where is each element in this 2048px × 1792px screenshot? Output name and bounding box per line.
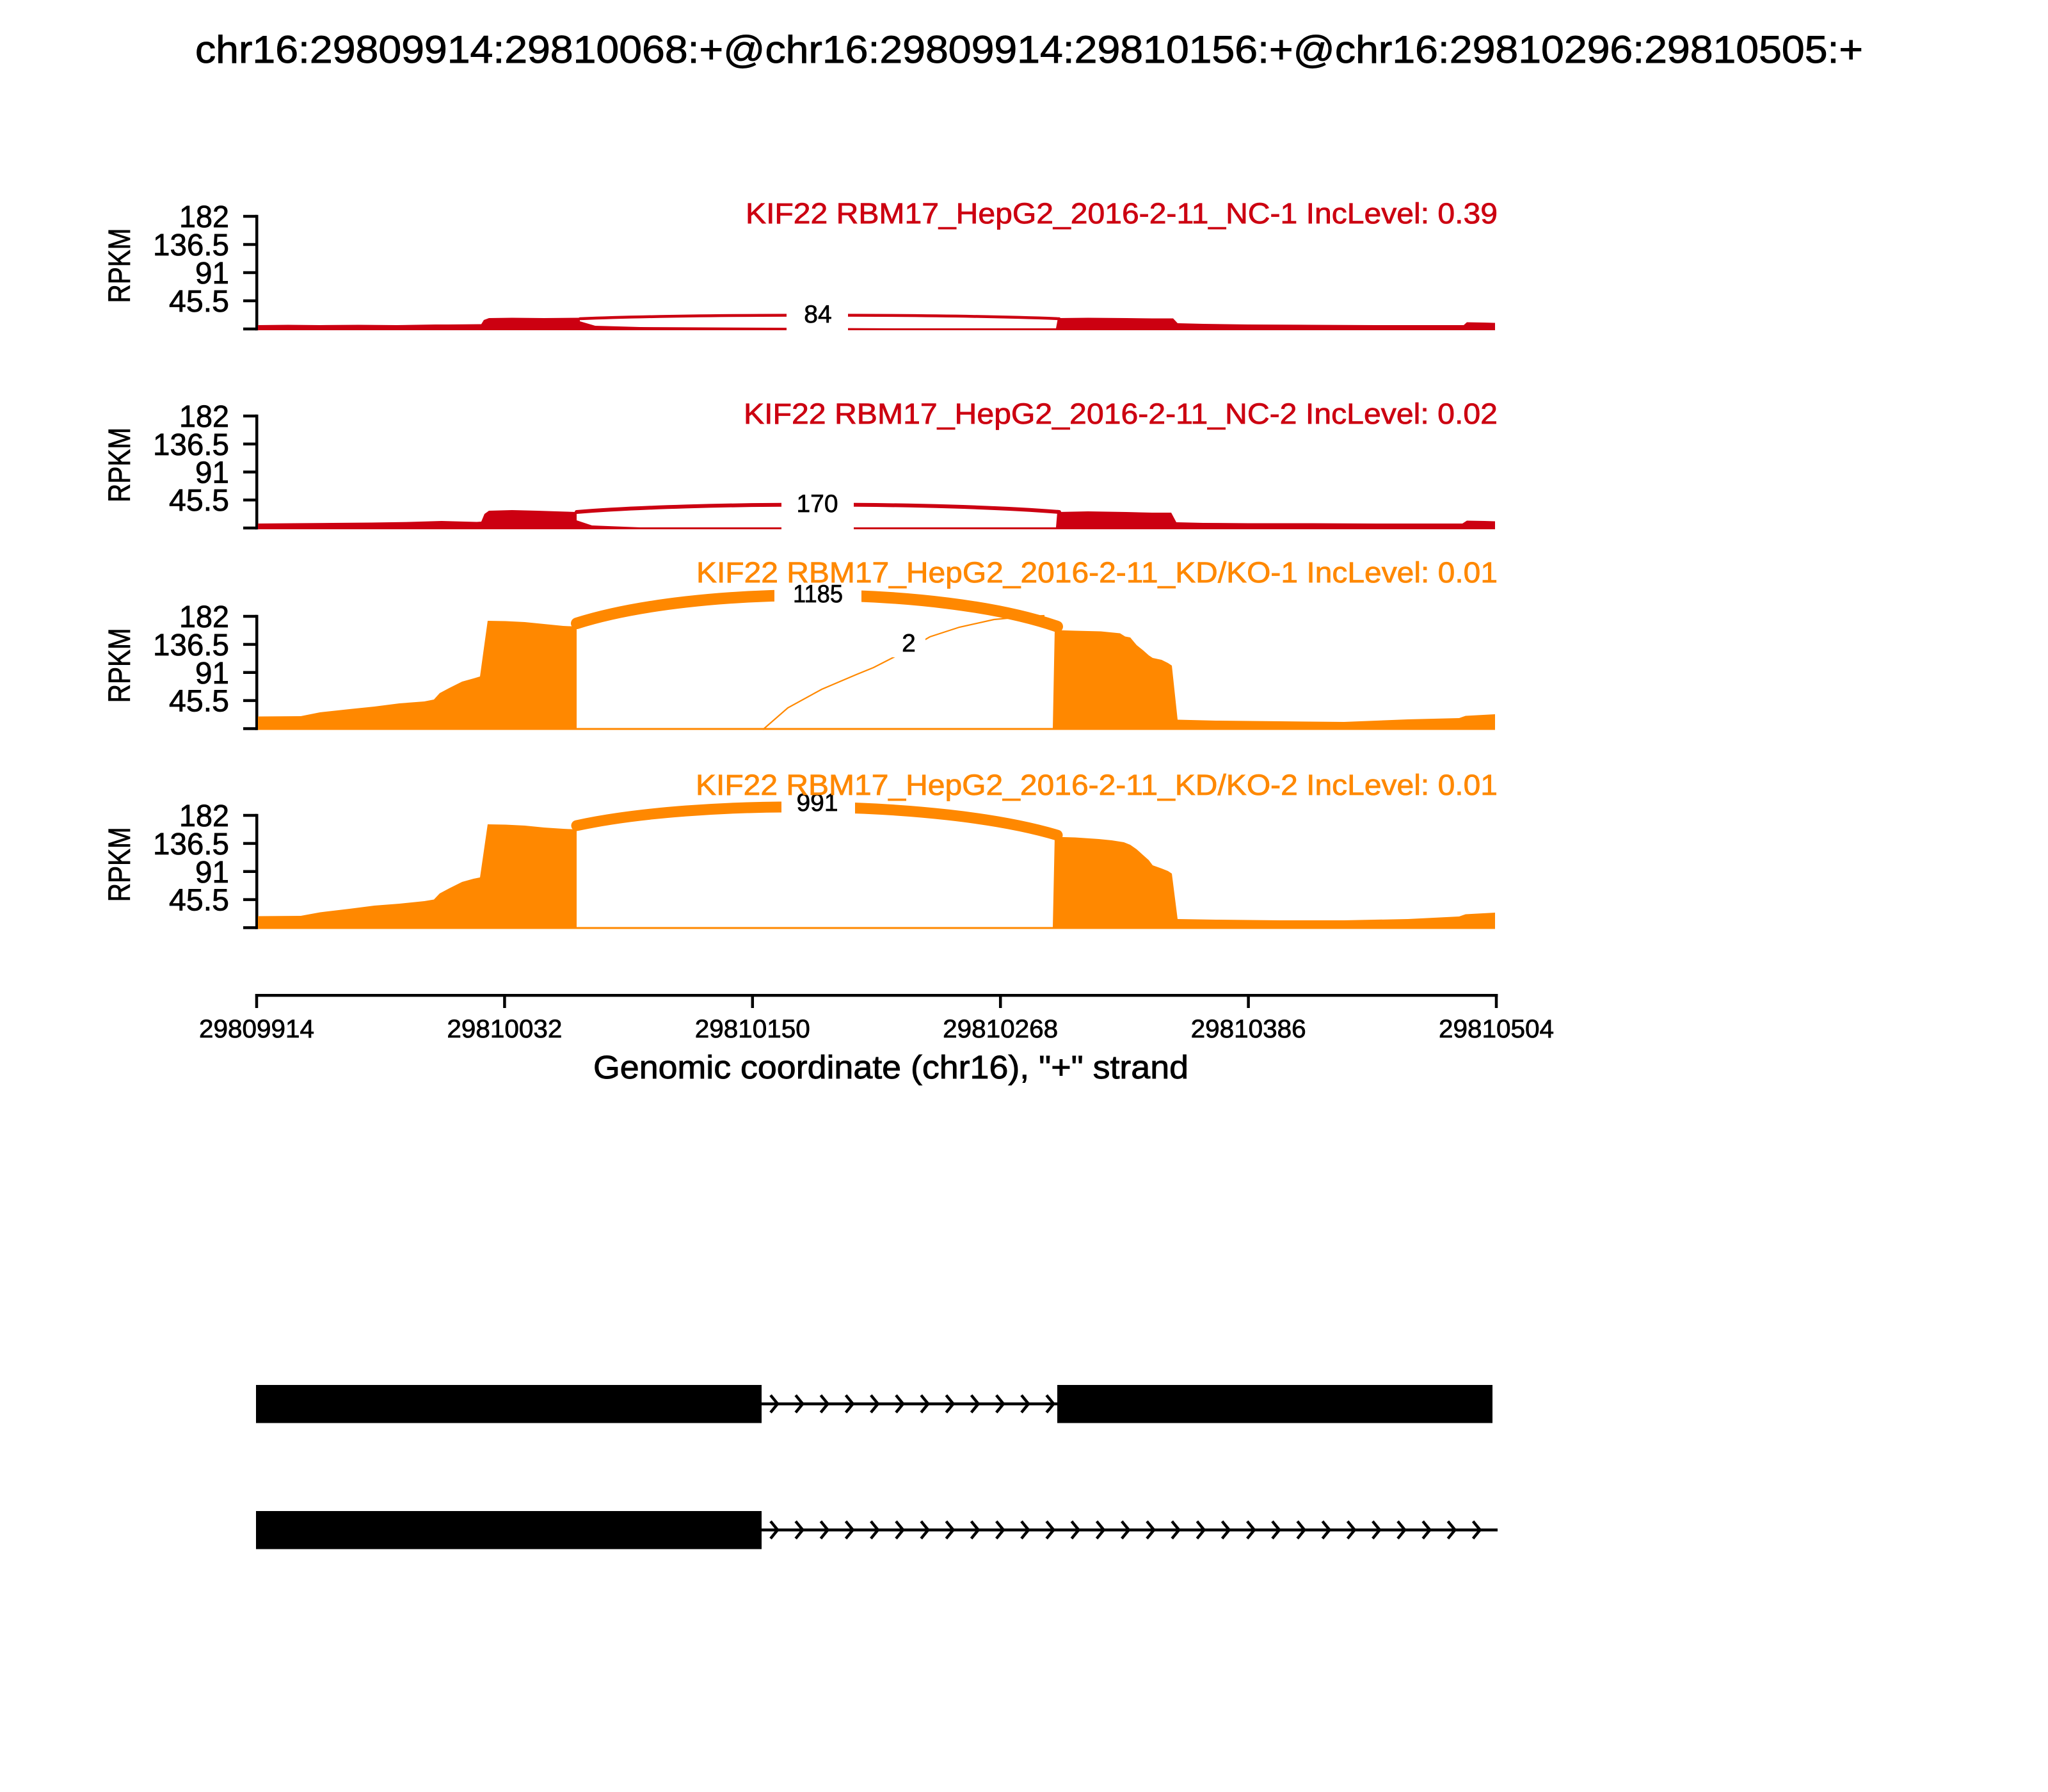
svg-text:136.5: 136.5 (153, 228, 229, 262)
svg-text:RPKM: RPKM (103, 628, 137, 703)
svg-text:991: 991 (796, 789, 838, 817)
svg-text:91: 91 (195, 856, 229, 890)
svg-text:29810504: 29810504 (1439, 1015, 1554, 1043)
svg-text:KIF22 RBM17_HepG2_2016-2-11_NC: KIF22 RBM17_HepG2_2016-2-11_NC-1 IncLeve… (746, 197, 1498, 230)
svg-text:45.5: 45.5 (169, 685, 229, 719)
svg-text:182: 182 (179, 799, 229, 833)
svg-text:91: 91 (195, 456, 229, 490)
svg-text:29810150: 29810150 (695, 1015, 810, 1043)
svg-text:136.5: 136.5 (153, 828, 229, 861)
svg-text:RPKM: RPKM (103, 228, 137, 303)
svg-text:45.5: 45.5 (169, 484, 229, 518)
svg-text:29810268: 29810268 (943, 1015, 1058, 1043)
svg-text:29810386: 29810386 (1191, 1015, 1306, 1043)
svg-text:KIF22 RBM17_HepG2_2016-2-11_NC: KIF22 RBM17_HepG2_2016-2-11_NC-2 IncLeve… (744, 397, 1498, 430)
svg-text:29810032: 29810032 (447, 1015, 562, 1043)
svg-text:2: 2 (902, 630, 916, 657)
svg-text:182: 182 (179, 600, 229, 634)
svg-text:Genomic coordinate (chr16), "+: Genomic coordinate (chr16), "+" strand (593, 1049, 1188, 1085)
svg-text:91: 91 (195, 257, 229, 291)
svg-text:170: 170 (796, 490, 838, 518)
svg-text:29809914: 29809914 (199, 1015, 314, 1043)
svg-text:chr16:29809914:29810068:+@chr1: chr16:29809914:29810068:+@chr16:29809914… (195, 28, 1863, 71)
svg-text:45.5: 45.5 (169, 285, 229, 319)
svg-text:KIF22 RBM17_HepG2_2016-2-11_KD: KIF22 RBM17_HepG2_2016-2-11_KD/KO-1 IncL… (696, 556, 1498, 589)
svg-text:KIF22 RBM17_HepG2_2016-2-11_KD: KIF22 RBM17_HepG2_2016-2-11_KD/KO-2 IncL… (696, 769, 1498, 801)
svg-text:136.5: 136.5 (153, 628, 229, 662)
svg-text:1185: 1185 (793, 580, 843, 608)
svg-text:136.5: 136.5 (153, 428, 229, 462)
svg-text:182: 182 (179, 400, 229, 434)
svg-text:91: 91 (195, 657, 229, 691)
svg-text:182: 182 (179, 200, 229, 234)
svg-text:RPKM: RPKM (103, 428, 137, 502)
svg-text:RPKM: RPKM (103, 827, 137, 902)
svg-text:84: 84 (804, 301, 831, 328)
svg-text:45.5: 45.5 (169, 884, 229, 918)
